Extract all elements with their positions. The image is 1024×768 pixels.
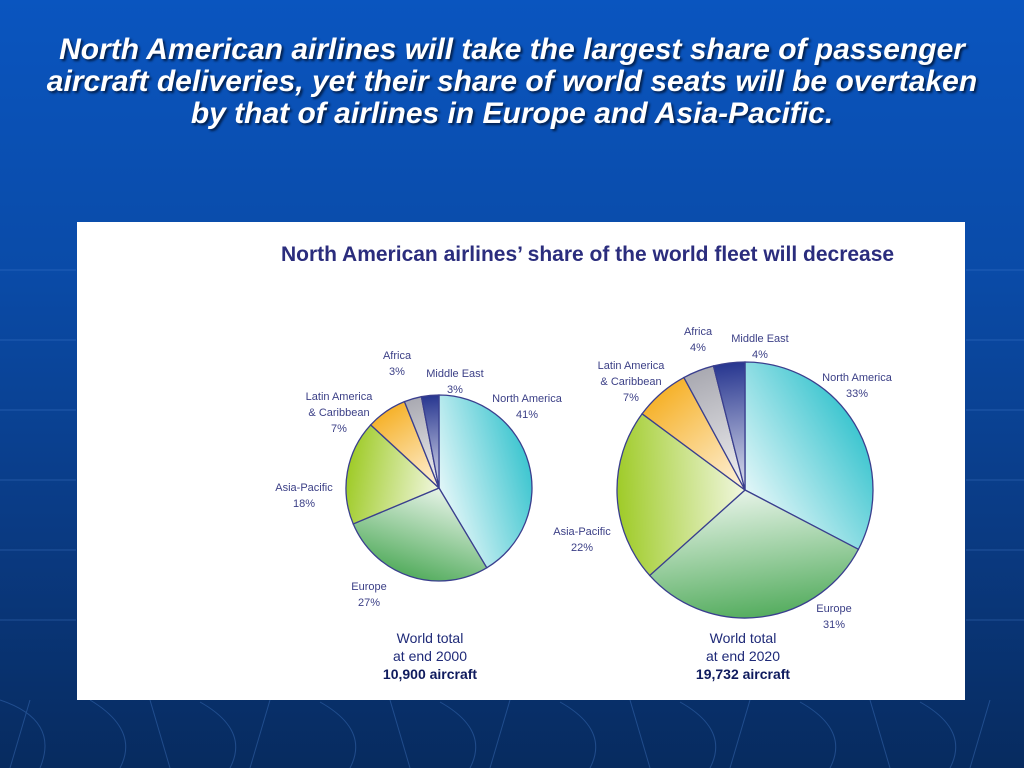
pie-slice-middle-east xyxy=(420,394,440,489)
slice-label-africa: Africa 3% xyxy=(383,350,412,378)
chart-panel: North American airlines’ share of the wo… xyxy=(77,222,965,700)
chart-heading: North American airlines’ share of the wo… xyxy=(281,243,895,266)
slice-label-asia-pacific: Asia-Pacific 18% xyxy=(275,482,333,510)
slice-label-north-america: North America 41% xyxy=(492,393,563,421)
pie-slice-north-america xyxy=(744,361,874,551)
pie-slice-europe xyxy=(352,487,488,582)
slice-label-africa: Africa 4% xyxy=(684,326,713,354)
pie-slice-middle-east xyxy=(712,361,746,491)
pie-slice-asia-pacific xyxy=(345,423,441,525)
world-total-label: World total at end 2020 19,732 aircraft xyxy=(696,630,791,682)
pie-slice-europe xyxy=(648,489,860,619)
slice-label-latin-america-and-caribbean: Latin America & Caribbean 7% xyxy=(598,360,666,404)
slice-label-latin-america-and-caribbean: Latin America & Caribbean 7% xyxy=(306,391,374,435)
pie-slice-asia-pacific xyxy=(616,412,747,577)
pie-chart-1: North America 41% Europe 27% Asia-Pacific 18%… xyxy=(275,350,562,682)
slice-label-north-america: North America 33% xyxy=(822,372,893,400)
slice-label-europe: Europe 31% xyxy=(816,603,851,631)
slide-title: North American airlines will take the la… xyxy=(46,33,978,130)
slice-label-europe: Europe 27% xyxy=(351,581,386,609)
pie-slice-north-america xyxy=(438,394,533,569)
slice-label-middle-east: Middle East 3% xyxy=(426,368,483,396)
world-total-label: World total at end 2000 10,900 aircraft xyxy=(383,630,478,682)
pie-chart-2: North America 33% Europe 31% Asia-Pacific 22%… xyxy=(553,326,892,682)
slice-label-middle-east: Middle East 4% xyxy=(731,333,788,361)
slice-label-asia-pacific: Asia-Pacific 22% xyxy=(553,526,611,554)
pie-charts: North America 41% Europe 27% Asia-Pacific 18%… xyxy=(275,326,892,682)
